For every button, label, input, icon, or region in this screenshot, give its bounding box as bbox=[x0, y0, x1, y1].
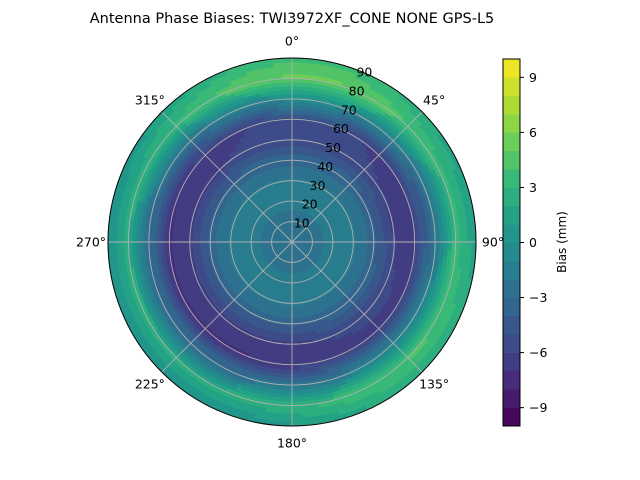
chart-title: Antenna Phase Biases: TWI3972XF_CONE NON… bbox=[90, 11, 495, 27]
bias-contour-field bbox=[108, 58, 476, 426]
polar-plot-area: 0°45°90°135°180°225°270°315° 10203040506… bbox=[76, 34, 504, 451]
